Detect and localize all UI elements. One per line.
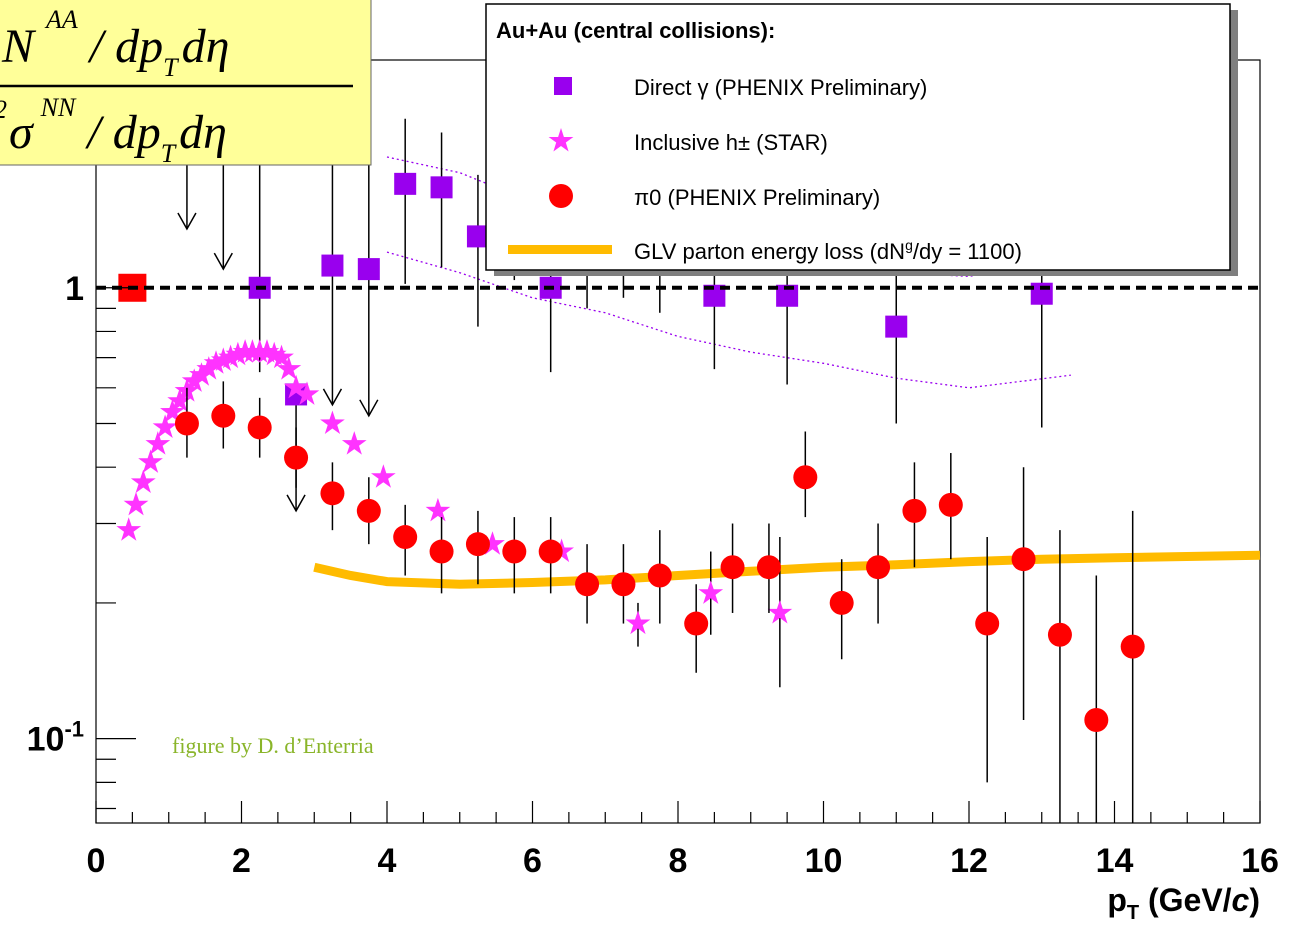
inclusive-hadron-point — [145, 431, 171, 455]
inclusive-hadron-point — [167, 388, 192, 412]
inclusive-hadron-point — [341, 431, 367, 455]
inclusive-hadron-point — [152, 414, 178, 438]
pi0-point — [720, 555, 745, 580]
pi0-point — [1120, 634, 1145, 659]
pi0-point — [938, 492, 963, 517]
inclusive-hadron-point — [261, 341, 287, 366]
direct-gamma-point — [703, 284, 726, 307]
pi0-point — [1047, 622, 1072, 647]
legend-box — [485, 3, 1231, 271]
pi0-point — [284, 445, 309, 470]
pi0-point — [538, 539, 563, 564]
x-tick-label: 12 — [950, 842, 988, 880]
legend-entry-direct-gamma: Direct γ (PHENIX Preliminary) — [634, 75, 927, 100]
direct-gamma-point — [776, 284, 799, 307]
inclusive-hadron-point — [196, 356, 222, 380]
pi0-point — [902, 498, 927, 523]
legend-marker-line — [508, 245, 612, 254]
pi0-point — [174, 411, 199, 436]
legend-marker-square — [554, 77, 572, 95]
legend-entry-glv: GLV parton energy loss (dNg/dy = 1100) — [634, 237, 1022, 264]
pi0-point — [1011, 547, 1036, 572]
y-tick-label: 1 — [65, 270, 84, 308]
inclusive-hadron-point — [425, 497, 451, 522]
inclusive-hadron-point — [767, 600, 793, 624]
direct-gamma-point — [430, 176, 453, 199]
pi0-point — [866, 555, 891, 580]
pi0-point — [647, 563, 672, 588]
inclusive-hadron-point — [480, 531, 505, 555]
inclusive-hadron-point — [218, 344, 243, 369]
legend-entry-pi0: π0 (PHENIX Preliminary) — [634, 185, 880, 210]
upper-limit-arrowhead — [177, 212, 197, 231]
inclusive-hadron-point — [225, 341, 251, 366]
figure-credit: figure by D. d’Enterria — [172, 733, 374, 758]
inclusive-hadron-point — [276, 356, 302, 380]
pi0-point — [975, 611, 1000, 636]
inclusive-hadron-point — [210, 347, 236, 371]
pi0-point — [1084, 707, 1109, 732]
y-tick-label: 10-1 — [27, 717, 84, 759]
pi0-point — [356, 498, 381, 523]
pi0-point — [429, 539, 454, 564]
x-tick-label: 2 — [232, 842, 251, 880]
x-tick-label: 0 — [87, 842, 106, 880]
pi0-point — [793, 465, 818, 490]
x-axis-label-sub: T — [1127, 902, 1139, 924]
upper-limit-arrowhead — [213, 252, 233, 271]
x-tick-label: 6 — [523, 842, 542, 880]
pi0-point — [247, 415, 272, 440]
inclusive-hadron-point — [138, 449, 163, 473]
inclusive-hadron-point — [294, 381, 320, 405]
inclusive-hadron-point — [371, 464, 396, 488]
direct-gamma-point — [466, 225, 489, 248]
pi0-point — [756, 555, 781, 580]
x-tick-label: 4 — [378, 842, 397, 880]
inclusive-hadron-point — [283, 374, 309, 399]
inclusive-hadron-point — [123, 491, 149, 516]
x-axis-label: pT (GeV/c) — [1107, 882, 1260, 924]
legend-title: Au+Au (central collisions): — [496, 18, 775, 43]
x-tick-label: 10 — [805, 842, 843, 880]
x-tick-label: 8 — [669, 842, 688, 880]
pi0-point — [393, 525, 418, 550]
inclusive-hadron-point — [189, 362, 214, 386]
direct-gamma-point — [885, 315, 908, 338]
pi0-point — [502, 539, 527, 564]
direct-gamma-point — [394, 172, 417, 195]
inclusive-hadron-point — [320, 410, 345, 434]
x-tick-label: 16 — [1241, 842, 1279, 880]
inclusive-hadron-point — [269, 344, 294, 369]
upper-limit-arrowhead — [322, 388, 343, 407]
inclusive-hadron-point — [116, 517, 142, 541]
upper-limit-arrowhead — [286, 494, 306, 513]
pi0-point — [211, 403, 236, 428]
legend-entry-inclusive-h: Inclusive h± (STAR) — [634, 130, 828, 155]
pi0-point — [611, 572, 636, 597]
inclusive-hadron-point — [203, 350, 229, 374]
pi0-point — [684, 611, 709, 636]
legend-marker-star — [548, 128, 574, 152]
direct-gamma-point — [357, 258, 380, 281]
upper-limit-arrowhead — [359, 399, 379, 418]
pi0-point — [320, 481, 345, 506]
pi0-point — [829, 590, 854, 615]
formula-box: NAA / dpTdη 2σNN / dpTdη — [0, 0, 372, 168]
inclusive-hadron-point — [181, 368, 207, 392]
x-tick-label: 14 — [1096, 842, 1134, 880]
inclusive-hadron-point — [625, 610, 651, 635]
formula-numerator: NAA / dpTdη — [1, 5, 229, 82]
inclusive-hadron-point — [698, 580, 724, 604]
pi0-point — [575, 572, 600, 597]
legend-marker-circle — [549, 184, 573, 208]
legend: Au+Au (central collisions): Direct γ (PH… — [485, 3, 1238, 276]
inclusive-hadron-point — [130, 469, 156, 493]
direct-gamma-point — [321, 254, 344, 277]
pi0-point — [465, 532, 490, 557]
formula-denominator: 2σNN / dpTdη — [0, 93, 227, 168]
